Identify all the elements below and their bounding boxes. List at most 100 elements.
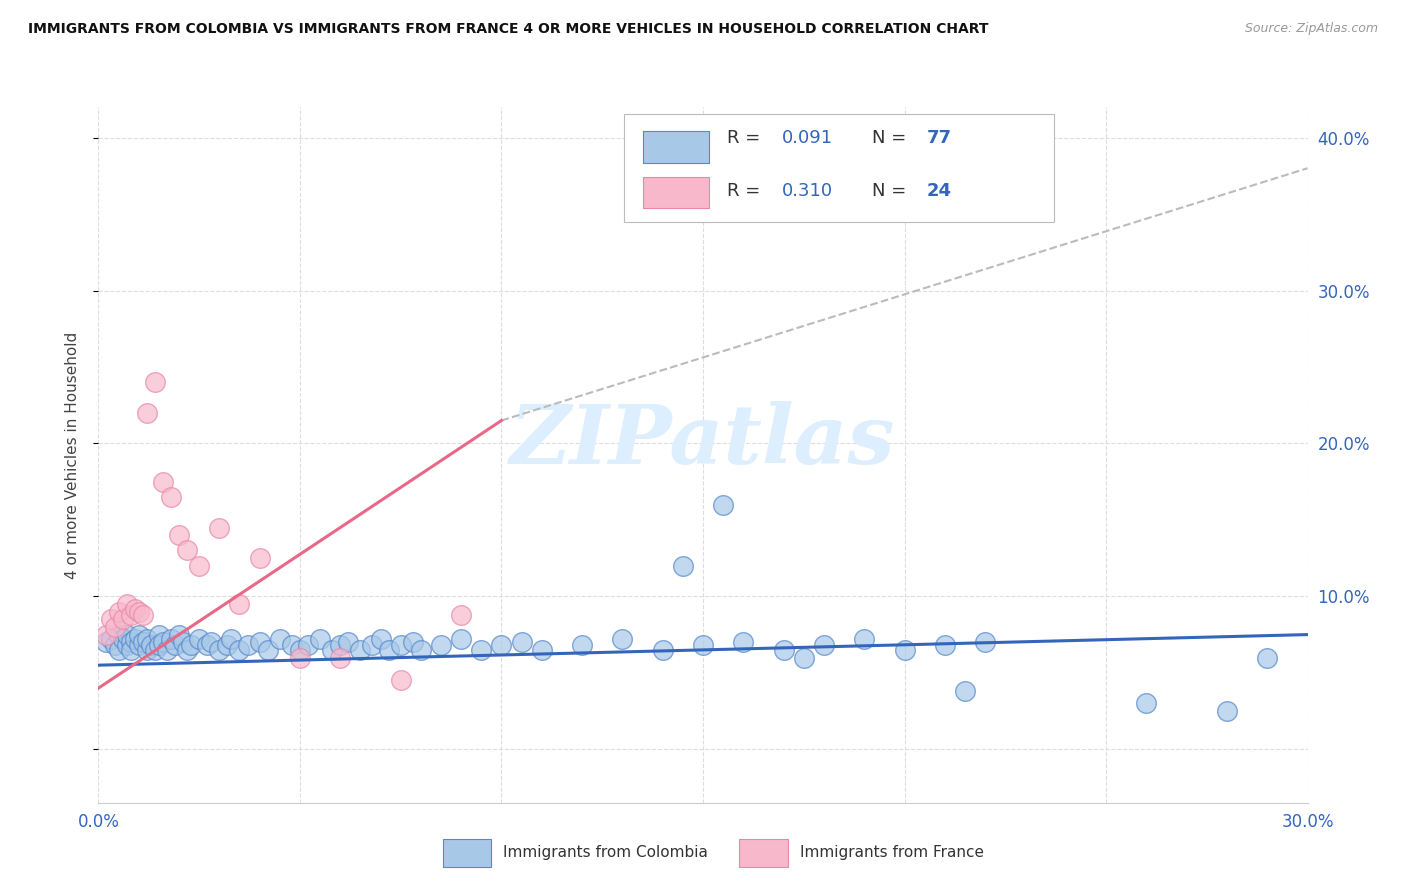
Point <box>953 684 976 698</box>
Point <box>200 635 222 649</box>
Point <box>135 643 157 657</box>
Point <box>389 638 412 652</box>
Point <box>208 520 231 534</box>
Text: 0.310: 0.310 <box>782 182 832 200</box>
Point <box>115 627 138 641</box>
Point <box>156 643 179 657</box>
Point <box>107 643 129 657</box>
Text: N =: N = <box>872 129 912 147</box>
Point <box>103 620 125 634</box>
Point <box>221 632 243 647</box>
Point <box>389 673 412 688</box>
Point <box>651 643 673 657</box>
Bar <box>443 839 492 867</box>
Text: ZIPatlas: ZIPatlas <box>510 401 896 481</box>
Bar <box>643 177 709 208</box>
Point <box>470 643 492 657</box>
Point <box>249 635 271 649</box>
Point <box>135 406 157 420</box>
Point <box>934 638 956 652</box>
Point <box>893 643 915 657</box>
Point <box>124 601 146 615</box>
Point <box>349 643 371 657</box>
Text: N =: N = <box>872 182 912 200</box>
Point <box>120 607 142 622</box>
Point <box>692 638 714 652</box>
Point <box>228 643 250 657</box>
Point <box>491 638 513 652</box>
Bar <box>740 839 787 867</box>
Text: 77: 77 <box>927 129 952 147</box>
Point <box>115 597 138 611</box>
Point <box>128 605 150 619</box>
Point <box>143 376 166 390</box>
Point <box>132 635 155 649</box>
Point <box>148 638 170 652</box>
Point <box>309 632 332 647</box>
Point <box>256 643 278 657</box>
Point <box>172 635 194 649</box>
Point <box>772 643 794 657</box>
Point <box>188 558 211 573</box>
Point <box>236 638 259 652</box>
Point <box>128 627 150 641</box>
Point <box>103 638 125 652</box>
Point <box>530 643 553 657</box>
Point <box>281 638 304 652</box>
Point <box>107 605 129 619</box>
Point <box>160 490 183 504</box>
FancyBboxPatch shape <box>624 114 1053 222</box>
Point <box>100 612 122 626</box>
Point <box>96 627 118 641</box>
Point <box>571 638 593 652</box>
Point <box>152 635 174 649</box>
Point <box>430 638 453 652</box>
Point <box>167 528 190 542</box>
Point <box>288 643 311 657</box>
Point <box>115 638 138 652</box>
Point <box>269 632 291 647</box>
Bar <box>643 131 709 162</box>
Point <box>409 643 432 657</box>
Text: R =: R = <box>727 182 766 200</box>
Point <box>288 650 311 665</box>
Point <box>813 638 835 652</box>
Text: Immigrants from France: Immigrants from France <box>800 846 984 861</box>
Point <box>450 632 472 647</box>
Point <box>160 632 183 647</box>
Point <box>195 638 218 652</box>
Point <box>329 650 352 665</box>
Point <box>321 643 343 657</box>
Point <box>1256 650 1278 665</box>
Text: 0.091: 0.091 <box>782 129 832 147</box>
Point <box>120 635 142 649</box>
Point <box>208 643 231 657</box>
Point <box>361 638 384 652</box>
Point <box>297 638 319 652</box>
Point <box>111 632 134 647</box>
Point <box>1135 697 1157 711</box>
Text: Source: ZipAtlas.com: Source: ZipAtlas.com <box>1244 22 1378 36</box>
Point <box>974 635 997 649</box>
Point <box>217 638 239 652</box>
Point <box>1216 704 1239 718</box>
Point <box>128 638 150 652</box>
Point <box>163 638 186 652</box>
Point <box>120 643 142 657</box>
Point <box>139 638 162 652</box>
Point <box>370 632 392 647</box>
Point <box>337 635 360 649</box>
Point <box>510 635 533 649</box>
Point <box>124 632 146 647</box>
Point <box>711 498 734 512</box>
Point <box>100 632 122 647</box>
Point <box>733 635 755 649</box>
Point <box>228 597 250 611</box>
Point <box>180 638 202 652</box>
Point <box>143 643 166 657</box>
Point <box>111 612 134 626</box>
Point <box>329 638 352 652</box>
Point <box>853 632 876 647</box>
Y-axis label: 4 or more Vehicles in Household: 4 or more Vehicles in Household <box>65 331 80 579</box>
Point <box>96 635 118 649</box>
